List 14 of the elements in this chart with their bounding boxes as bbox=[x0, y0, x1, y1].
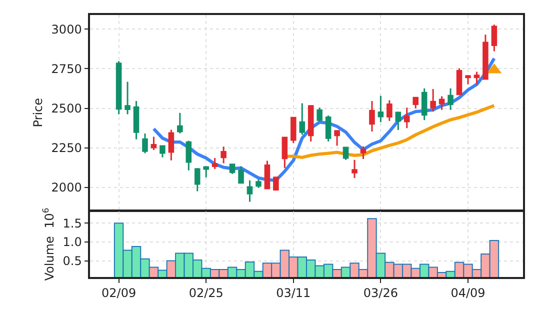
y-tick-label: 2250 bbox=[51, 140, 82, 155]
y-tick-label: 2750 bbox=[51, 62, 82, 76]
x-tick-label: 03/11 bbox=[276, 286, 311, 300]
y-tick-label: 1.0 bbox=[62, 235, 82, 250]
y-tick-label: 1.5 bbox=[62, 216, 82, 230]
y-axis-title: Price bbox=[31, 98, 46, 128]
x-tick-label: 02/25 bbox=[188, 286, 224, 300]
x-tick-label: 02/09 bbox=[102, 286, 136, 300]
y-tick-label: 3000 bbox=[51, 22, 82, 36]
x-tick-label: 03/26 bbox=[363, 286, 398, 300]
y-tick-label: 2500 bbox=[51, 101, 82, 116]
x-tick-label: 04/09 bbox=[450, 286, 486, 300]
y-tick-label: 2000 bbox=[51, 180, 82, 194]
y-tick-label: 0.5 bbox=[62, 254, 82, 268]
